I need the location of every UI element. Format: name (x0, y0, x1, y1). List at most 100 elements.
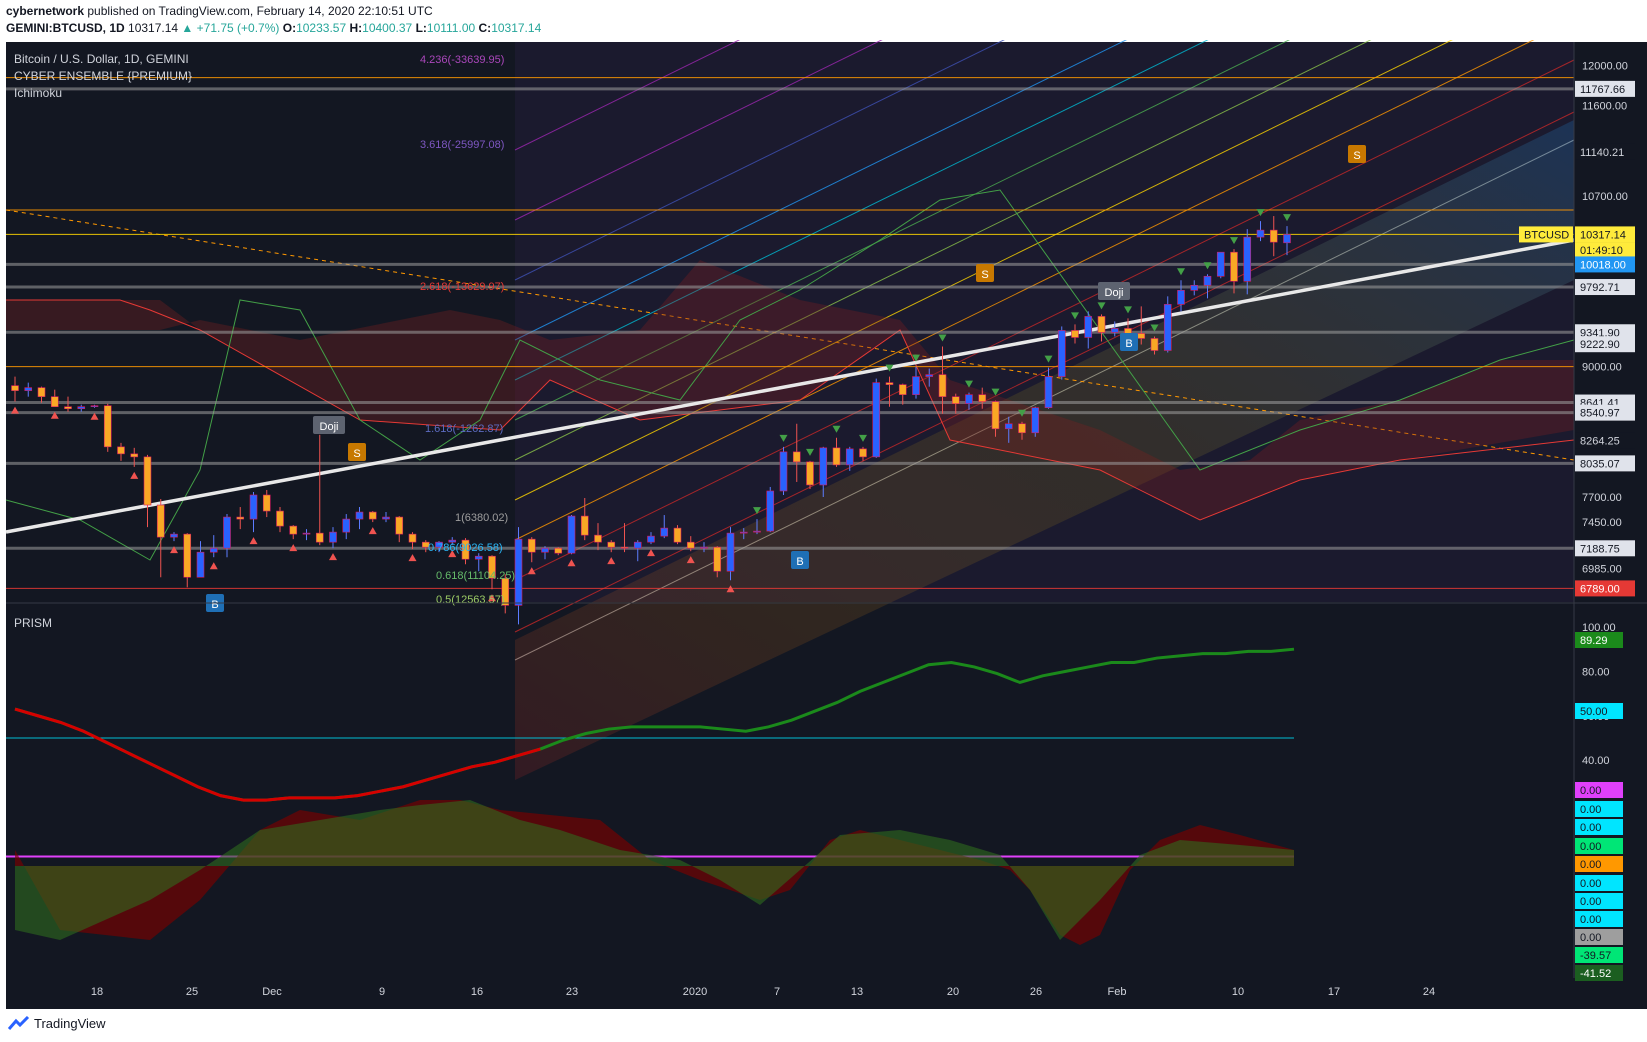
symbol-tag (1519, 226, 1573, 243)
time-tick: 7 (774, 986, 780, 998)
price-tag-label: 6789.00 (1580, 583, 1620, 595)
candle-body (196, 551, 205, 578)
price-tag (1575, 256, 1635, 273)
time-axis: 18 25 Dec 9 16 23 2020 7 13 20 26 Feb 10 17 24 (91, 986, 1435, 998)
symbol-info: GEMINI:BTCUSD, 1D 10317.14 ▲ +71.75 (+0.… (6, 21, 541, 35)
publisher-name[interactable]: cybernetwork (6, 4, 85, 18)
buy-count-mark (209, 562, 218, 570)
buy-count-mark (11, 406, 19, 414)
prism-tag-label: 0.00 (1580, 822, 1601, 834)
high-label: H: (349, 21, 363, 35)
candle-body (819, 447, 828, 486)
price-tag (1575, 404, 1635, 421)
fib-label: 2.618(-13629.97) (420, 281, 504, 293)
time-tick: 10 (1232, 986, 1244, 998)
prism-pane: 100.0080.0060.0040.0020.0089.2950.000.00… (6, 622, 1623, 981)
candle-body (660, 527, 669, 537)
major-trendline (5, 238, 1575, 534)
prism-tag (1575, 947, 1623, 963)
time-tick: 16 (471, 986, 483, 998)
sell-count-mark (832, 425, 841, 433)
candle-body (488, 555, 496, 579)
fib-label: 0.5(12563.57) (436, 594, 505, 606)
prism-tag (1575, 703, 1623, 719)
candle-body (236, 516, 245, 520)
prism-tag (1575, 819, 1623, 835)
prism-tag-label: -39.57 (1580, 950, 1611, 962)
buy-count-mark (170, 546, 178, 554)
fib-label: 0.618(11104.25) (436, 570, 515, 582)
prism-tag-label: 0.00 (1580, 878, 1601, 890)
candle-body (951, 396, 960, 404)
candle-body (885, 382, 894, 385)
candle-body (170, 533, 178, 538)
price-tag-label: 11140.21 (1580, 147, 1624, 159)
candle-body (938, 374, 947, 397)
candle-body (978, 394, 987, 402)
prism-tick: 40.00 (1582, 755, 1610, 767)
candle-body (673, 527, 682, 543)
candle-body (315, 532, 324, 543)
signal-badge (976, 264, 994, 282)
prism-tick: 80.00 (1582, 666, 1610, 678)
candle-body (223, 516, 231, 549)
price-tag (1575, 580, 1635, 597)
prism-tag (1575, 856, 1623, 872)
candle-body (832, 447, 841, 466)
candle-body (249, 494, 258, 520)
sell-count-mark (753, 507, 761, 515)
prism-tag-label: 50.00 (1580, 706, 1608, 718)
ichimoku-cloud (5, 189, 1575, 561)
price-tag (1575, 540, 1635, 557)
fan-line (514, 40, 1209, 381)
horizontal-levels (5, 77, 1575, 589)
candle-body (501, 577, 510, 606)
candle-body (872, 382, 881, 458)
fan-line (514, 40, 1128, 341)
change-up-icon: ▲ (181, 21, 194, 35)
sell-count-mark (912, 354, 920, 362)
signal-label: S (1353, 150, 1360, 162)
price-tag-label: 9222.90 (1580, 339, 1620, 351)
candle-body (567, 515, 576, 554)
published-text: published on TradingView.com, February 1… (87, 4, 433, 18)
time-tick: 26 (1030, 986, 1042, 998)
sell-count-mark (1044, 355, 1053, 363)
candle-body (1110, 328, 1119, 333)
candle-body (1256, 229, 1265, 238)
candle-body (143, 456, 152, 506)
prism-tag (1575, 965, 1623, 981)
sell-count-mark (1203, 262, 1212, 270)
candle-body (580, 515, 589, 536)
buy-count-mark (726, 585, 735, 593)
price-change: +71.75 (+0.7%) (196, 21, 280, 35)
prism-tag-label: 0.00 (1580, 914, 1601, 926)
open-label: O: (282, 21, 297, 35)
tradingview-logo[interactable]: TradingView (8, 1015, 106, 1031)
signal-label: S (981, 269, 988, 281)
time-tick: 2020 (683, 986, 707, 998)
sell-count-mark (938, 334, 947, 342)
fan-line (514, 40, 883, 221)
buy-count-mark (686, 556, 695, 564)
signal-badge (791, 551, 809, 569)
candle-body (329, 531, 337, 543)
buy-count-mark (90, 412, 99, 420)
buy-count-mark (368, 527, 377, 535)
price-tag-label: 10018.00 (1580, 259, 1626, 271)
buy-count-mark (527, 567, 536, 575)
chart-canvas[interactable]: 4.236(-33639.95) 3.618(-25997.08) 2.618(-1… (0, 40, 1647, 1009)
price-tag (1575, 143, 1635, 160)
chart-labels: 4.236(-33639.95) 3.618(-25997.08) 2.618(-1… (206, 54, 1366, 612)
prism-tag (1575, 893, 1623, 909)
buy-count-mark (567, 559, 576, 567)
time-tick: 18 (91, 986, 103, 998)
candle-body (1283, 234, 1291, 244)
price-tag-label: 7188.75 (1580, 543, 1620, 555)
signal-badge (348, 443, 366, 461)
signal-badge (1120, 333, 1138, 351)
price-tag-label: 9792.71 (1580, 282, 1620, 294)
sell-count-mark (1018, 409, 1026, 417)
candle-body (342, 518, 351, 533)
candle-body (262, 494, 271, 512)
